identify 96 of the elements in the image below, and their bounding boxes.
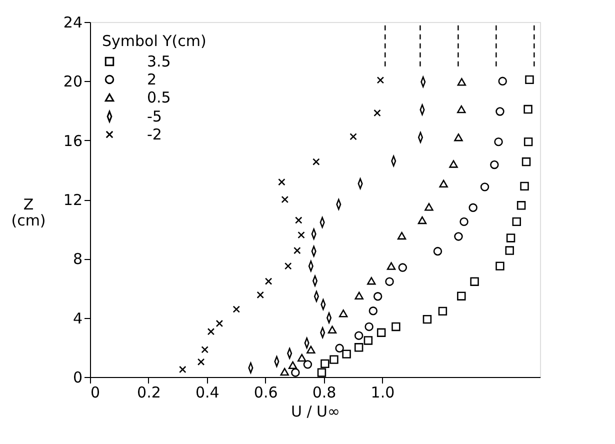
point [498,76,507,86]
point [179,366,186,374]
y-tick-label: 20 [63,72,82,91]
point [374,109,381,117]
y-tick-label: 16 [63,132,82,150]
point [516,201,526,210]
point [264,278,272,285]
point [460,217,468,226]
y-axis-title: Z (cm) [11,196,46,230]
point [457,292,466,300]
point [505,246,514,255]
point [335,344,344,353]
x-tick-label: 0.6 [254,384,278,402]
legend-label: 3.5 [147,52,171,70]
legend-label: 2 [147,70,157,88]
point [284,262,292,270]
point [201,346,208,354]
point [288,361,298,370]
point [367,276,376,285]
legend-title: Symbol Y(cm) [102,32,206,50]
point [418,216,427,224]
point [373,292,382,301]
y-tick-label: 12 [63,191,82,209]
y-tick-label: 24 [63,14,82,32]
point [392,322,400,332]
point [197,358,205,366]
point [312,158,320,166]
point [280,368,289,376]
y-tick-label: 8 [72,250,82,268]
point [480,182,490,192]
y-tick-label: 0 [72,368,82,386]
point [364,336,373,345]
point [438,306,448,316]
point [496,262,504,270]
point [457,105,466,114]
point [454,134,463,142]
point [386,262,396,270]
point [354,292,364,300]
point [294,246,301,254]
point [524,104,532,114]
point [433,246,442,256]
point [385,277,394,286]
point [422,314,432,324]
point [439,180,448,188]
point [216,320,224,328]
point [525,75,534,84]
point [522,157,531,166]
point [295,216,302,224]
x-tick-label: 1.0 [370,384,395,402]
point [468,203,478,212]
point [494,137,503,146]
point [512,217,521,226]
point [306,346,316,354]
point [470,277,479,286]
point [368,306,378,316]
point [342,350,351,358]
point [291,368,300,377]
point [457,78,466,86]
point [303,360,312,369]
point [449,160,458,168]
point [350,133,357,140]
x-tick-label: 0.4 [195,384,220,402]
legend-label: -2 [147,126,162,144]
point [328,326,337,334]
point [330,355,338,364]
point [424,203,434,211]
point [278,178,286,186]
x-tick-label: 0.2 [137,384,161,402]
point [397,232,406,240]
point [320,359,330,368]
point [256,291,264,299]
y-tick-label: 4 [72,309,82,328]
point [490,160,499,170]
point [207,328,215,336]
point [506,234,516,242]
point [317,368,326,377]
point [398,263,408,272]
point [298,231,305,239]
point [354,343,364,352]
x-tick-label: 0 [90,384,100,402]
point [354,331,364,340]
point [281,196,289,204]
point [338,310,348,318]
point [520,182,529,191]
x-tick-label: 0.8 [312,384,336,402]
x-axis-title: U / U∞ [290,402,340,420]
point [232,306,240,313]
legend-label: 0.5 [147,88,171,106]
point [524,137,533,146]
point [454,232,463,241]
point [376,328,386,337]
point [364,322,374,332]
point [376,76,384,84]
point [496,107,504,116]
legend-label: -5 [147,108,162,126]
point [297,354,306,362]
